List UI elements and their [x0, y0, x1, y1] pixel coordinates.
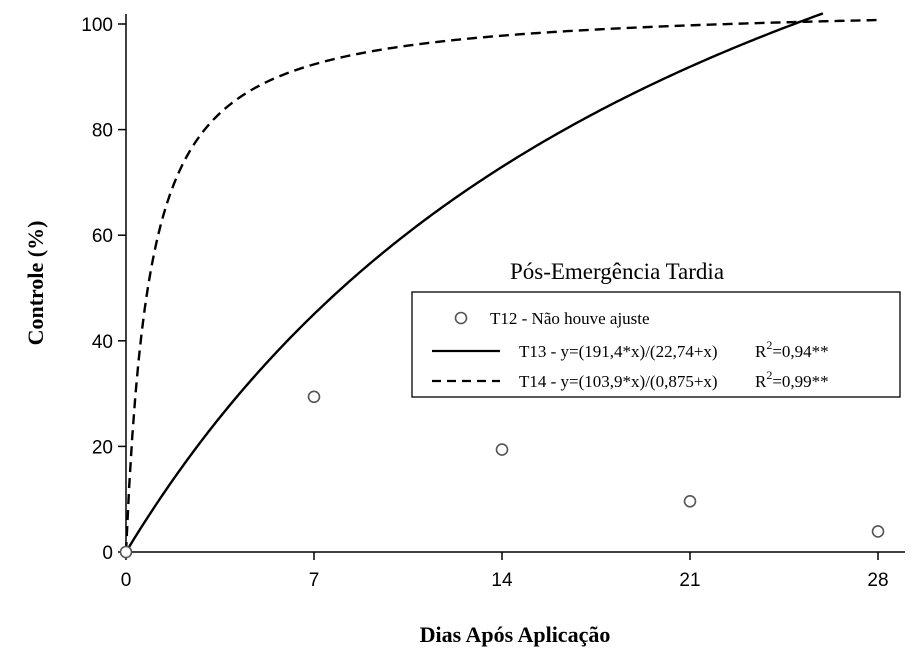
legend-title: Pós-Emergência Tardia	[510, 259, 724, 284]
legend-r2-t14: R2=0,99**	[755, 368, 829, 391]
t12-data-point	[497, 444, 508, 455]
x-tick-label: 0	[121, 570, 132, 591]
legend: Pós-Emergência Tardia T12 - Não houve aj…	[412, 259, 900, 397]
y-ticks: 0 20 40 60 80 100	[81, 15, 126, 564]
legend-label-t13: T13 - y=(191,4*x)/(22,74+x)	[519, 342, 718, 361]
y-axis-title: Controle (%)	[23, 221, 48, 346]
t12-data-point	[685, 496, 696, 507]
data-points	[121, 391, 884, 557]
x-ticks: 0 7 14 21 28	[121, 552, 889, 591]
t12-data-point	[873, 526, 884, 537]
y-tick-label: 40	[92, 332, 113, 353]
x-axis-title: Dias Após Aplicação	[420, 622, 611, 647]
legend-label-t14: T14 - y=(103,9*x)/(0,875+x)	[519, 372, 718, 391]
y-tick-label: 60	[92, 226, 113, 247]
y-tick-label: 80	[92, 121, 113, 142]
y-tick-label: 20	[92, 437, 113, 458]
legend-marker-t12	[456, 313, 467, 324]
t12-data-point	[309, 391, 320, 402]
y-tick-label: 0	[102, 543, 113, 564]
x-tick-label: 28	[867, 570, 888, 591]
t12-data-point	[121, 547, 132, 558]
y-tick-label: 100	[81, 15, 113, 36]
curve-t14-dashed	[126, 20, 878, 552]
x-tick-label: 7	[309, 570, 320, 591]
x-tick-label: 21	[679, 570, 700, 591]
fitted-curves	[126, 13, 878, 552]
x-tick-label: 14	[491, 570, 513, 591]
legend-r2-t13: R2=0,94**	[755, 338, 829, 361]
legend-label-t12: T12 - Não houve ajuste	[490, 309, 650, 328]
